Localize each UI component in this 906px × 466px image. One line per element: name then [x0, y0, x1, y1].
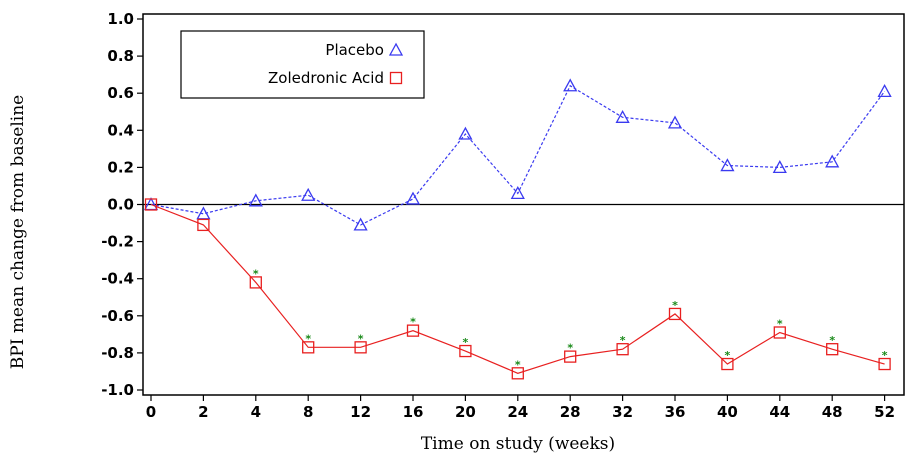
series-layer: * * * * * * * * * * * * *	[143, 78, 892, 380]
significance-marker: *	[305, 332, 311, 345]
data-point	[144, 198, 158, 211]
significance-marker: *	[620, 334, 626, 347]
data-point	[353, 217, 368, 231]
data-point	[826, 343, 839, 356]
y-tick-label: -0.8	[101, 344, 134, 362]
data-point	[667, 115, 683, 129]
x-axis-title: Time on study (weeks)	[421, 434, 615, 454]
data-point	[616, 343, 629, 356]
data-point	[458, 126, 473, 140]
data-point	[615, 109, 630, 123]
data-point	[668, 307, 682, 321]
y-tick-label: -1.0	[101, 381, 134, 399]
significance-marker: *	[515, 358, 521, 371]
data-point	[354, 341, 367, 354]
x-tick-label: 32	[612, 403, 633, 421]
significance-marker: *	[777, 317, 783, 330]
x-tick-label: 40	[717, 403, 738, 421]
significance-marker: *	[829, 334, 835, 347]
series-line	[150, 203, 885, 374]
significance-marker: *	[567, 342, 573, 355]
data-point	[459, 344, 472, 358]
significance-marker: *	[253, 267, 259, 280]
x-tick-label: 4	[251, 403, 261, 421]
significance-marker: *	[463, 336, 469, 349]
y-tick-label: -0.2	[101, 233, 134, 251]
x-tick-label: 36	[665, 403, 686, 421]
y-axis-title: BPI mean change from baseline	[8, 95, 28, 369]
significance-marker: *	[410, 316, 416, 329]
series-line	[150, 84, 886, 226]
x-tick-label: 28	[560, 403, 581, 421]
legend-box	[180, 30, 425, 99]
x-tick-label: 44	[769, 403, 790, 421]
data-point	[248, 193, 263, 207]
data-point	[301, 187, 316, 201]
x-tick-label: 12	[350, 403, 371, 421]
data-point	[511, 367, 524, 380]
y-tick-label: 0.8	[107, 47, 134, 65]
y-tick-label: 0.6	[107, 84, 134, 102]
series-zoledronic-acid: * * * * * * * * * * * * *	[144, 198, 891, 380]
series-placebo	[143, 78, 892, 231]
significance-marker: *	[725, 349, 731, 362]
data-point	[721, 357, 734, 371]
legend-marker	[389, 71, 403, 85]
x-tick-label: 24	[507, 403, 528, 421]
x-tick-label: 48	[822, 403, 843, 421]
x-tick-label: 0	[146, 403, 156, 421]
y-tick-label: 0.0	[107, 196, 134, 214]
data-point	[249, 276, 262, 289]
x-axis-ticks: 0 2 4 8 12 16 20 24 28 32 36 40 44 48 52	[146, 395, 895, 421]
significance-marker: *	[882, 349, 888, 362]
x-tick-label: 16	[403, 403, 424, 421]
data-point	[406, 324, 420, 337]
legend: Placebo Zoledronic Acid	[180, 30, 425, 99]
legend-label: Zoledronic Acid	[268, 69, 384, 87]
data-point	[563, 78, 578, 92]
y-tick-label: -0.6	[101, 307, 134, 325]
data-point	[564, 350, 577, 363]
data-point	[877, 83, 892, 97]
data-point	[405, 191, 421, 205]
y-tick-label: 0.4	[107, 121, 134, 139]
x-tick-label: 20	[455, 403, 476, 421]
significance-marker: *	[672, 299, 678, 312]
y-tick-label: 0.2	[107, 158, 134, 176]
data-point	[510, 186, 525, 200]
data-point	[197, 218, 210, 232]
data-point	[720, 158, 735, 172]
data-point	[773, 326, 786, 339]
significance-marker: *	[358, 332, 364, 345]
legend-marker	[388, 42, 404, 56]
data-point	[772, 160, 787, 174]
x-tick-label: 52	[874, 403, 895, 421]
y-tick-label: 1.0	[107, 10, 134, 28]
y-tick-label: -0.4	[101, 270, 134, 288]
x-tick-label: 8	[303, 403, 313, 421]
y-axis-ticks: 1.0 0.8 0.6 0.4 0.2 0.0 -0.2 -0.4 -0.6 -0.8 -1.0	[101, 10, 143, 399]
data-point	[878, 357, 891, 371]
data-point	[302, 341, 315, 354]
legend-label: Placebo	[325, 41, 384, 59]
data-point	[825, 154, 840, 168]
x-tick-label: 2	[198, 403, 208, 421]
